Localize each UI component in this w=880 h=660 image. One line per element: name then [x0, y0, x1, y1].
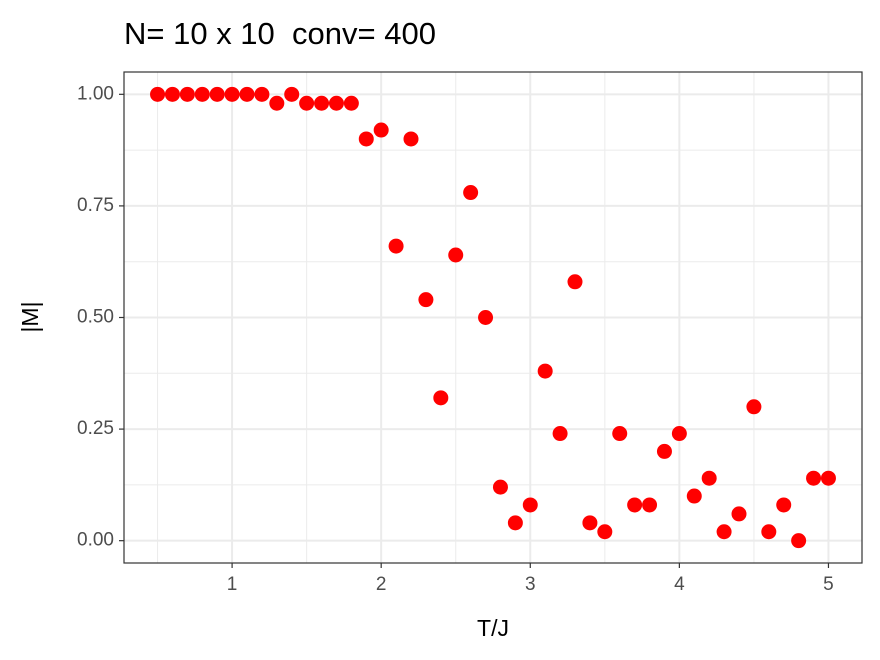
x-tick-label: 5	[823, 574, 834, 595]
point	[373, 122, 389, 138]
x-axis-label: T/J	[477, 615, 509, 641]
point	[671, 426, 687, 442]
point	[791, 533, 807, 549]
point	[701, 470, 717, 486]
point	[448, 247, 464, 263]
point	[716, 524, 732, 540]
panel-border	[123, 71, 863, 564]
point	[254, 86, 270, 102]
point	[478, 310, 494, 325]
point	[507, 515, 523, 531]
x-tick-label: 3	[525, 574, 536, 595]
point	[150, 86, 166, 102]
point	[656, 443, 672, 459]
point	[806, 470, 822, 486]
point	[537, 363, 553, 379]
point	[328, 95, 344, 111]
point	[567, 274, 583, 290]
point	[314, 95, 330, 111]
x-tick-label: 1	[227, 574, 238, 595]
point	[284, 86, 300, 102]
point	[820, 470, 836, 486]
chart-title: N= 10 x 10 conv= 400	[124, 16, 436, 51]
x-tick-label: 4	[674, 574, 685, 595]
y-tick-label: 0.50	[77, 307, 114, 328]
point	[194, 86, 210, 102]
point	[179, 86, 195, 102]
point	[597, 524, 613, 540]
point	[776, 497, 792, 513]
point	[164, 86, 180, 102]
point	[522, 497, 538, 513]
point	[463, 185, 479, 201]
point	[761, 524, 777, 540]
point	[731, 506, 747, 522]
point	[343, 95, 359, 111]
y-tick-label: 0.00	[77, 530, 114, 551]
y-tick-label: 0.25	[77, 418, 114, 439]
point	[627, 497, 643, 513]
y-axis-label: |M|	[17, 301, 43, 332]
point	[388, 238, 404, 254]
point	[582, 515, 598, 531]
point	[403, 131, 419, 147]
y-tick-label: 0.75	[77, 195, 114, 216]
point	[642, 497, 658, 513]
point	[612, 426, 628, 442]
point	[552, 426, 568, 442]
point	[209, 86, 225, 102]
point	[239, 86, 255, 102]
point	[358, 131, 374, 147]
point	[299, 95, 315, 111]
point	[433, 390, 449, 406]
point	[686, 488, 702, 504]
x-tick-label: 2	[376, 574, 387, 595]
y-tick-label: 1.00	[77, 83, 114, 104]
point	[418, 292, 434, 308]
point	[269, 95, 285, 111]
point	[492, 479, 508, 495]
point	[746, 399, 762, 415]
point	[224, 86, 240, 102]
